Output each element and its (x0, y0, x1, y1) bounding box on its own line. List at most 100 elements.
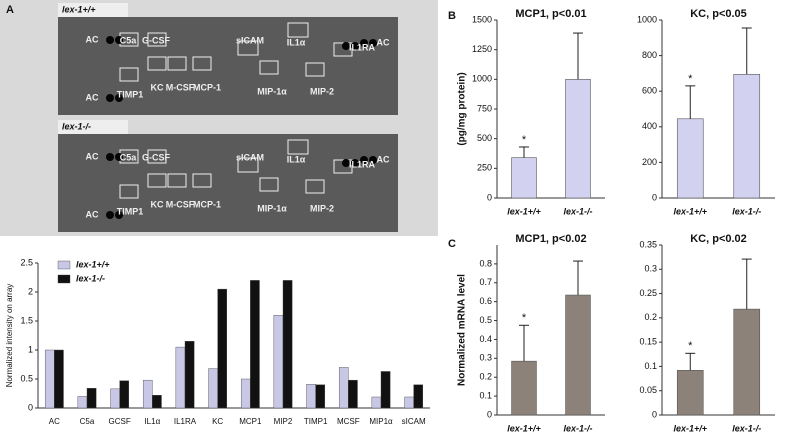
spot-box (167, 173, 187, 188)
y-tick-label: 400 (642, 121, 657, 131)
y-tick-label: 1000 (472, 74, 492, 84)
x-tick-label: lex-1+/+ (673, 206, 707, 216)
bar (77, 396, 88, 409)
chart-title: MCP1, p<0.02 (515, 233, 586, 245)
x-tick-label: lex-1+/+ (673, 423, 707, 433)
bar (380, 371, 391, 409)
panel-letter: A (6, 4, 14, 16)
y-tick-label: 800 (642, 50, 657, 60)
legend-swatch (57, 274, 71, 284)
y-tick-label: 0 (487, 409, 492, 419)
spot (115, 211, 123, 219)
x-tick-label: MCP1 (239, 417, 262, 426)
y-tick-label: 750 (477, 103, 492, 113)
array-label: TIMP1 (117, 89, 144, 99)
annotation: * (688, 340, 693, 352)
x-tick-label: TIMP1 (304, 417, 328, 426)
x-tick-label: IL1α (144, 417, 160, 426)
annotation: * (688, 73, 693, 85)
x-tick-label: MIP1α (369, 417, 393, 426)
y-axis-label: Normalized intensity on array (5, 284, 14, 388)
spot-box (259, 177, 279, 192)
y-tick-label: 0.7 (479, 277, 492, 287)
spot-box (287, 22, 309, 38)
y-tick-label: 1500 (472, 14, 492, 24)
y-tick-label: 0 (652, 192, 657, 202)
y-tick-label: 0.6 (479, 296, 492, 306)
array-image (58, 134, 398, 232)
array-label: AC (86, 151, 99, 161)
y-tick-label: 0.4 (479, 334, 492, 344)
y-tick-label: 2.5 (20, 257, 33, 267)
array-genotype: lex-1-/- (62, 121, 91, 131)
spot-box (305, 62, 325, 77)
y-tick-label: 500 (477, 133, 492, 143)
bar (511, 157, 537, 199)
y-tick-label: 0 (652, 409, 657, 419)
y-tick-label: 0.35 (639, 239, 657, 249)
spot-box (259, 60, 279, 75)
y-tick-label: 0.1 (644, 361, 657, 371)
spot-box (147, 32, 167, 47)
spot-box (192, 56, 212, 71)
y-axis-label: Normalized mRNA level (457, 274, 468, 386)
bar (175, 346, 186, 409)
legend-label: lex-1+/+ (76, 259, 110, 269)
chart-title: KC, p<0.02 (690, 233, 747, 245)
annotation: * (522, 134, 527, 146)
bar (348, 379, 358, 409)
bar (54, 349, 64, 409)
bar (110, 388, 120, 409)
panel-letter: B (448, 10, 456, 22)
spot (106, 153, 114, 161)
spot-box (147, 56, 167, 71)
array-label: AC (377, 154, 390, 164)
bar (733, 73, 761, 199)
x-tick-label: lex-1-/- (732, 206, 761, 216)
bar (676, 118, 704, 199)
spot (115, 153, 123, 161)
x-tick-label: C5a (80, 417, 95, 426)
spot (369, 156, 377, 164)
array-label: MCP-1 (193, 82, 221, 92)
array-label: KC (151, 82, 164, 92)
bar (208, 368, 218, 409)
spot-box (237, 157, 259, 173)
array-label: AC (86, 34, 99, 44)
bar (184, 341, 195, 409)
spot-box (167, 56, 187, 71)
spot-box (305, 179, 325, 194)
y-tick-label: 250 (477, 163, 492, 173)
x-tick-label: AC (49, 417, 60, 426)
bar (273, 315, 284, 409)
bar (306, 384, 316, 409)
bar (44, 349, 55, 409)
x-tick-label: IL1RA (174, 417, 197, 426)
bar (250, 280, 260, 409)
bar (676, 370, 704, 416)
spot (115, 36, 123, 44)
array-label: MIP-2 (310, 86, 334, 96)
bar (315, 384, 326, 409)
array-label: C5a (120, 35, 138, 45)
y-tick-label: 0.15 (639, 337, 657, 347)
spot-box (287, 139, 309, 155)
array-label: IL1α (287, 37, 306, 47)
bar (142, 379, 153, 409)
array-genotype: lex-1+/+ (62, 4, 96, 14)
array-label: MCP-1 (193, 199, 221, 209)
array-label: sICAM (236, 35, 264, 45)
y-tick-label: 0.5 (20, 373, 33, 383)
y-tick-label: 0 (28, 402, 33, 412)
x-tick-label: lex-1-/- (563, 423, 592, 433)
y-tick-label: 1.5 (20, 315, 33, 325)
array-label: IL1α (287, 154, 306, 164)
bar (565, 294, 591, 416)
array-label: MIP-2 (310, 203, 334, 213)
legend-label: lex-1-/- (76, 273, 105, 283)
spot (342, 42, 350, 50)
bar (282, 280, 293, 409)
spot-box (237, 40, 259, 56)
spot (360, 156, 368, 164)
y-tick-label: 0.5 (479, 315, 492, 325)
